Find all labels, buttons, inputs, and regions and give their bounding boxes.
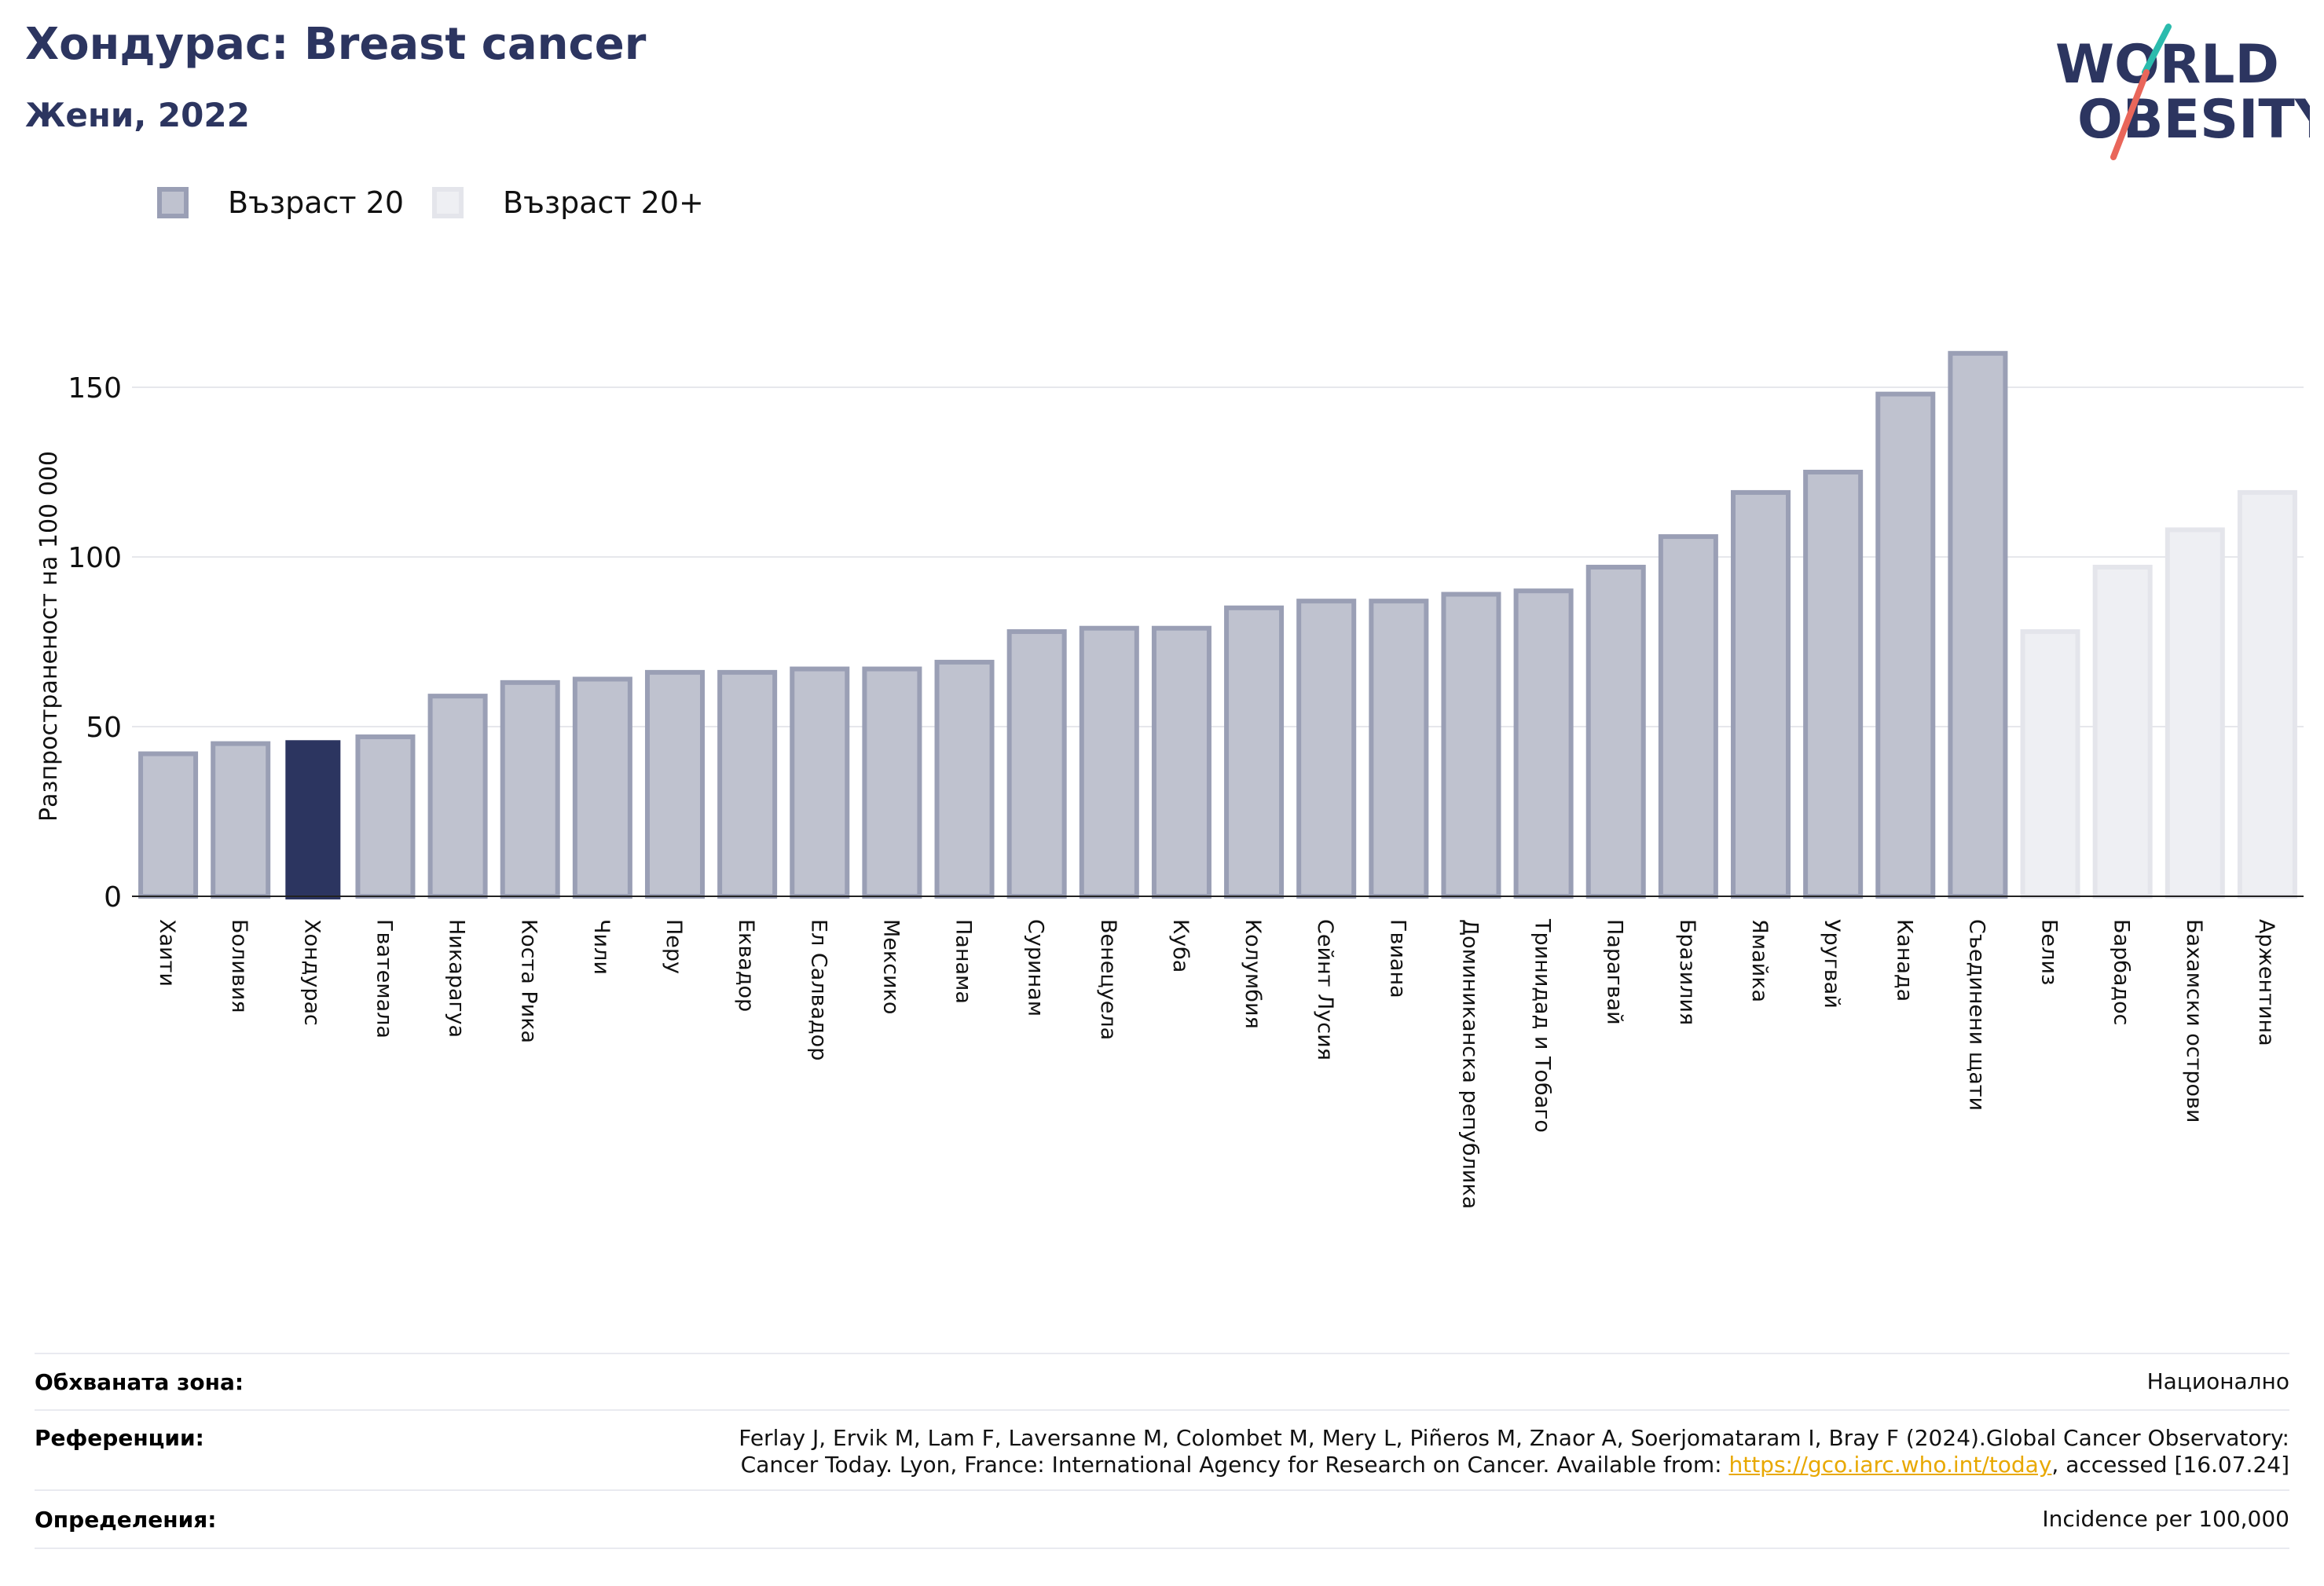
grid-lines [132,386,2304,727]
y-tick-label: 150 [68,372,122,405]
bar-23[interactable] [1730,489,1791,899]
references-line1: Ferlay J, Ervik M, Lam F, Laversanne M, … [739,1425,2289,1451]
x-tick-label: Аржентина [2254,919,2278,1046]
logo-line2: OBESITY [2077,89,2310,151]
bar-chart: 0 50 100 150 Хаити Боливия Хондурас Гватемала Н… [35,350,2304,1209]
legend-item-age20plus[interactable]: Възраст 20+ [432,185,704,220]
x-tick-label: Мексико [878,919,903,1014]
chart-legend: Възраст 20 Възраст 20+ [157,181,732,225]
bar-15[interactable] [1151,625,1211,899]
x-tick-labels: Хаити Боливия Хондурас Гватемала Никарагуа Ко… [155,918,2278,1209]
bar-17[interactable] [1296,599,1357,899]
bar-25[interactable] [1875,391,1936,899]
x-tick-label: Колумбия [1241,919,1265,1029]
bar-29[interactable] [2165,527,2225,899]
x-tick-label: Венецуела [1096,919,1120,1040]
x-tick-label: Доминиканска република [1457,919,1482,1209]
y-tick-labels: 0 50 100 150 [68,372,122,914]
legend-swatch-age20 [157,187,189,218]
x-tick-label: Гватемала [372,919,396,1038]
x-tick-label: Барбадос [2110,919,2134,1025]
meta-row-references: Референции: Ferlay J, Ervik M, Lam F, La… [35,1409,2289,1489]
legend-label-age20: Възраст 20 [228,185,404,220]
world-obesity-logo: WORLD OBESITY [2055,24,2310,160]
x-tick-label: Боливия [227,919,251,1013]
bar-16[interactable] [1224,605,1285,899]
x-tick-label: Панама [951,919,976,1004]
bar-22[interactable] [1658,534,1718,899]
meta-row-definitions: Определения: Incidence per 100,000 [35,1489,2289,1549]
y-tick-label: 100 [68,542,122,574]
references-line2-pre: Cancer Today. Lyon, France: Internationa… [740,1452,1729,1478]
x-tick-label: Перу [662,919,686,974]
x-tick-label: Тринидад и Тобаго [1530,918,1555,1133]
y-axis-label: Разпространеност на 100 000 [35,451,63,822]
bar-14[interactable] [1079,625,1139,899]
meta-row-coverage: Обхваната зона: Национално [35,1353,2289,1409]
x-tick-label: Ел Салвадор [806,919,830,1060]
coverage-value: Национално [2146,1368,2289,1394]
bar-12[interactable] [934,659,995,899]
bar-30[interactable] [2237,489,2297,899]
bar-1[interactable] [138,751,199,899]
x-tick-label: Ямайка [1747,919,1772,1002]
bar-9[interactable] [717,669,778,899]
bar-8[interactable] [644,669,706,899]
x-tick-label: Коста Рика [517,919,541,1043]
bar-7[interactable] [572,676,632,899]
x-tick-label: Уругвай [1820,919,1844,1009]
y-tick-label: 0 [104,881,122,914]
definitions-label: Определения: [35,1506,217,1533]
x-tick-label: Еквадор [734,919,758,1012]
x-tick-label: Белиз [2037,919,2062,985]
references-line2-post: , accessed [16.07.24] [2051,1452,2289,1478]
bar-24[interactable] [1803,470,1864,899]
x-tick-label: Съединени щати [1964,919,1989,1111]
x-tick-label: Гвиана [1385,919,1409,998]
bars [132,350,2304,899]
y-tick-label: 50 [86,712,122,744]
x-tick-label: Бразилия [1675,919,1699,1025]
bar-26[interactable] [1948,350,2008,899]
definitions-value: Incidence per 100,000 [2042,1506,2289,1532]
bar-3[interactable] [285,740,341,899]
logo-line1: WORLD [2055,34,2279,96]
bar-10[interactable] [790,666,850,899]
legend-swatch-age20plus [432,187,464,218]
x-tick-label: Чили [589,919,614,975]
x-tick-label: Канада [1892,919,1916,1002]
bar-28[interactable] [2092,564,2153,899]
x-tick-label: Куба [1168,919,1193,972]
references-value: Ferlay J, Ervik M, Lam F, Laversanne M, … [739,1425,2289,1489]
bar-11[interactable] [862,666,922,899]
bar-6[interactable] [500,679,560,899]
bar-4[interactable] [355,734,416,899]
x-tick-label: Парагвай [1603,919,1627,1025]
x-tick-label: Бахамски острови [2182,919,2206,1123]
page-title: Хондурас: Breast cancer [25,19,647,70]
metadata-table: Обхваната зона: Национално Референции: F… [25,1353,2299,1549]
coverage-label: Обхваната зона: [35,1368,244,1395]
bar-27[interactable] [2020,629,2080,899]
references-label: Референции: [35,1425,204,1451]
bar-19[interactable] [1441,592,1501,899]
page-subtitle: Жени, 2022 [25,96,250,134]
bar-21[interactable] [1585,564,1646,899]
bar-2[interactable] [211,741,271,899]
logo-slash-teal [2142,24,2172,75]
x-tick-label: Хондурас [299,919,324,1026]
bar-20[interactable] [1513,588,1574,899]
bar-13[interactable] [1006,629,1067,899]
legend-item-age20[interactable]: Възраст 20 [157,185,404,220]
legend-label-age20plus: Възраст 20+ [503,185,704,220]
bar-18[interactable] [1369,599,1429,899]
x-tick-label: Сейнт Лусия [1313,919,1337,1060]
x-tick-label: Суринам [1024,919,1048,1016]
logo-slash-coral [2110,69,2150,160]
x-tick-label: Хаити [155,919,179,987]
references-link[interactable]: https://gco.iarc.who.int/today [1728,1452,2052,1478]
x-tick-label: Никарагуа [445,919,469,1038]
bar-5[interactable] [427,694,488,899]
